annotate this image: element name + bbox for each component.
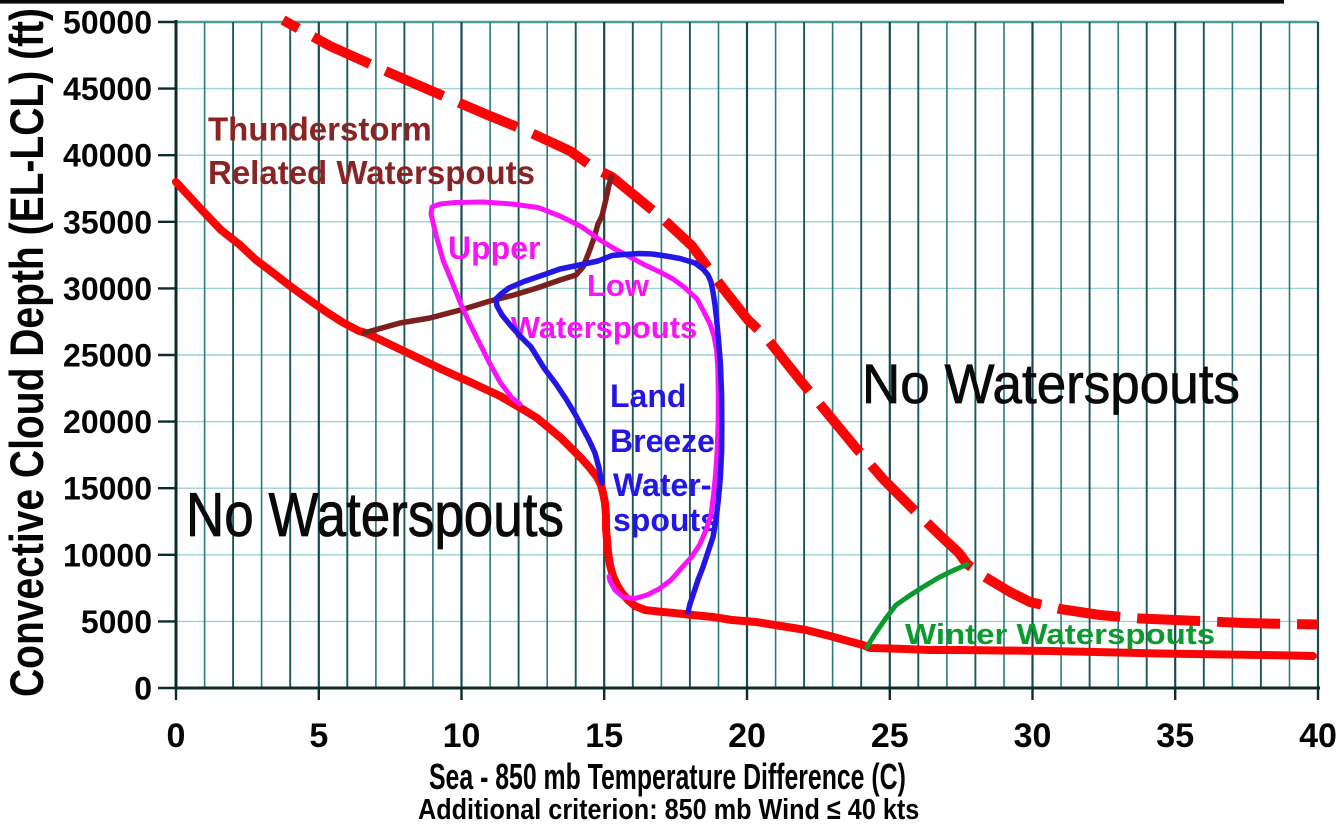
svg-text:Convective Cloud Depth (EL-LCL: Convective Cloud Depth (EL-LCL) (ft) [2,8,54,697]
svg-text:0: 0 [134,671,152,707]
svg-text:50000: 50000 [63,5,152,41]
svg-text:Breeze: Breeze [610,423,715,459]
svg-text:Related Waterspouts: Related Waterspouts [208,154,535,191]
svg-text:No Waterspouts: No Waterspouts [186,481,564,550]
svg-text:Waterspouts: Waterspouts [511,310,698,345]
svg-text:20: 20 [728,717,766,755]
svg-text:Thunderstorm: Thunderstorm [208,111,432,148]
svg-text:No Waterspouts: No Waterspouts [862,353,1240,415]
svg-text:10000: 10000 [63,537,152,573]
svg-text:5: 5 [309,717,328,755]
svg-text:45000: 45000 [63,71,152,107]
svg-text:35: 35 [1156,717,1194,755]
svg-text:30: 30 [1014,717,1052,755]
svg-text:0: 0 [167,717,186,755]
svg-text:Additional criterion: 850 mb W: Additional criterion: 850 mb Wind ≤ 40 k… [418,792,919,825]
svg-text:25000: 25000 [63,338,152,374]
svg-text:10: 10 [443,717,481,755]
svg-text:30000: 30000 [63,271,152,307]
svg-text:Upper: Upper [448,230,540,266]
svg-text:Sea - 850 mb Temperature Diffe: Sea - 850 mb Temperature Difference (C) [429,756,906,797]
svg-text:35000: 35000 [63,204,152,240]
svg-text:15000: 15000 [63,471,152,507]
svg-text:Land: Land [610,378,686,414]
svg-text:25: 25 [871,717,909,755]
svg-text:Water-: Water- [613,467,711,503]
svg-text:15: 15 [585,717,623,755]
svg-text:5000: 5000 [81,604,152,640]
svg-text:spouts: spouts [613,502,718,538]
svg-text:40: 40 [1299,717,1336,755]
svg-text:20000: 20000 [63,404,152,440]
svg-text:Low: Low [587,268,650,303]
svg-text:40000: 40000 [63,138,152,174]
